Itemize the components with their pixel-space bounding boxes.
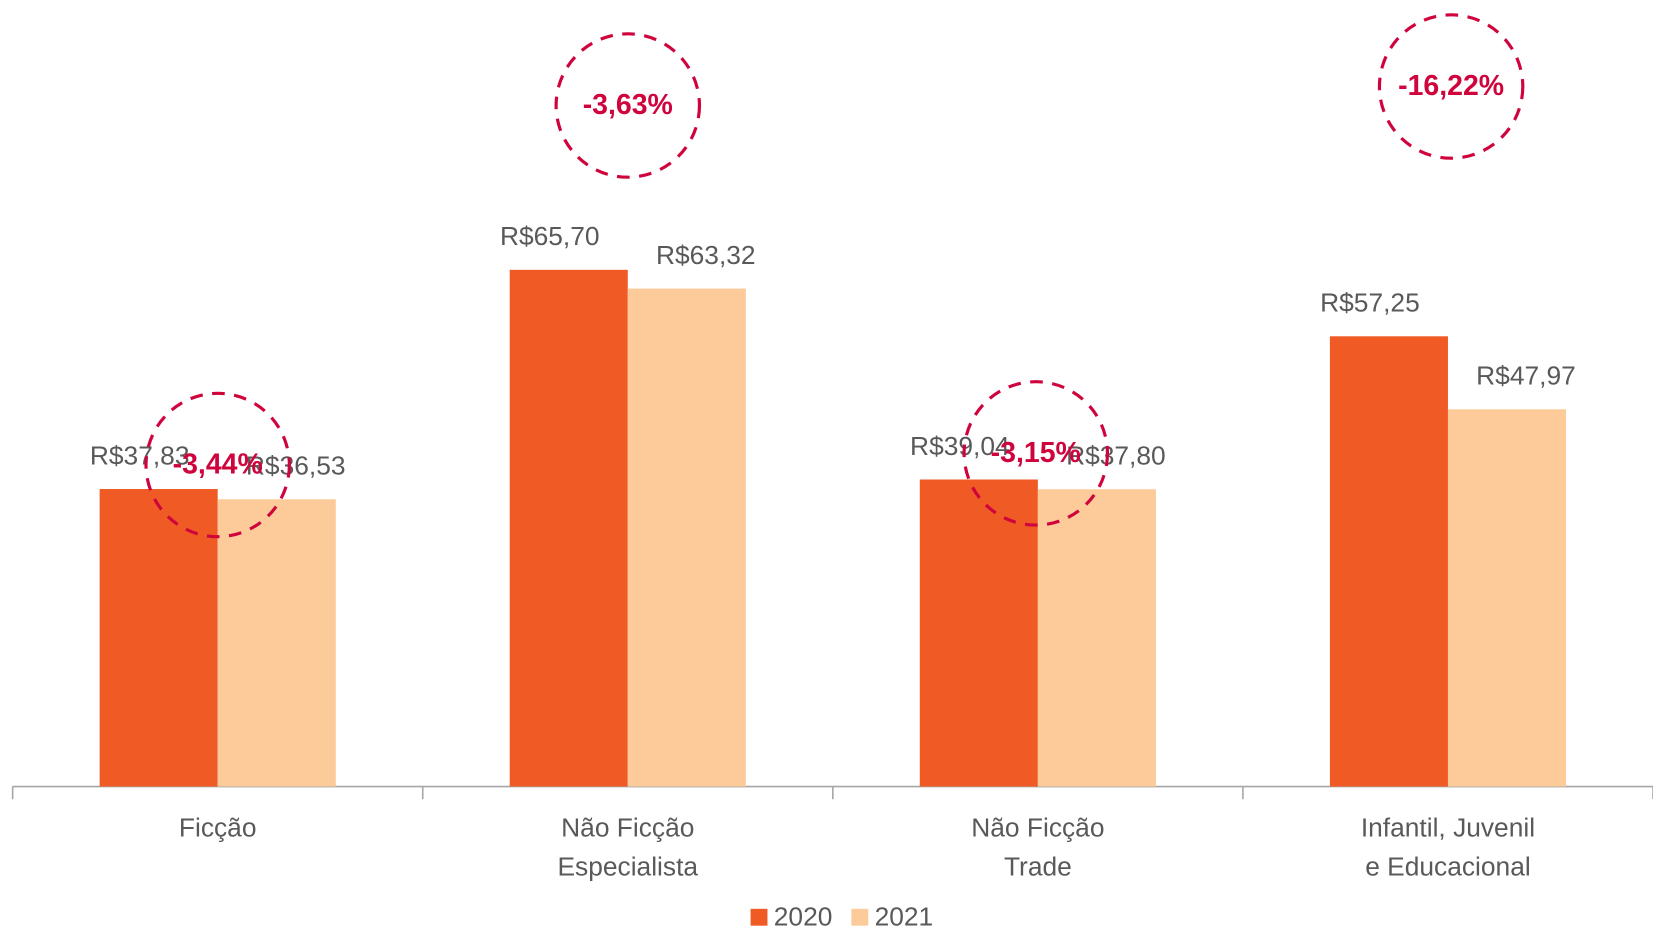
bar [1037, 489, 1156, 787]
data-label: R$36,53 [246, 451, 346, 481]
bar [919, 479, 1038, 787]
data-label: R$63,32 [656, 240, 756, 270]
x-tick-label: Trade [1004, 852, 1072, 882]
legend-label: 2020 [774, 901, 833, 930]
bar [627, 288, 746, 787]
annotation: -3,15% [991, 437, 1081, 469]
x-tick-label: Ficção [179, 813, 257, 843]
data-label: R$57,25 [1320, 288, 1420, 318]
bar [217, 499, 336, 787]
legend-swatch [851, 908, 869, 926]
bar [99, 489, 218, 787]
x-tick-label: Infantil, Juvenil [1361, 813, 1535, 843]
x-tick-label: Especialista [557, 852, 698, 882]
x-tick-label: Não Ficção [971, 813, 1104, 843]
annotation: -3,44% [173, 449, 263, 481]
data-label: R$65,70 [500, 221, 600, 251]
annotation-circle [962, 380, 1110, 527]
x-tick-label: Não Ficção [561, 813, 694, 843]
annotation-circle [554, 32, 702, 179]
annotation: -3,63% [583, 89, 673, 121]
legend-swatch [750, 908, 768, 926]
legend-label: 2021 [875, 901, 934, 930]
annotation-circle [144, 391, 291, 539]
annotation-circle [1377, 13, 1525, 160]
bar [1447, 409, 1567, 787]
data-label: R$47,97 [1476, 361, 1576, 391]
data-label: R$37,83 [90, 440, 190, 470]
bar [509, 269, 628, 787]
x-tick-label: e Educacional [1365, 852, 1531, 882]
data-label: R$37,80 [1066, 441, 1166, 471]
data-label: R$39,04 [910, 431, 1010, 461]
bar [1329, 336, 1448, 787]
annotation: -16,22% [1398, 70, 1504, 102]
